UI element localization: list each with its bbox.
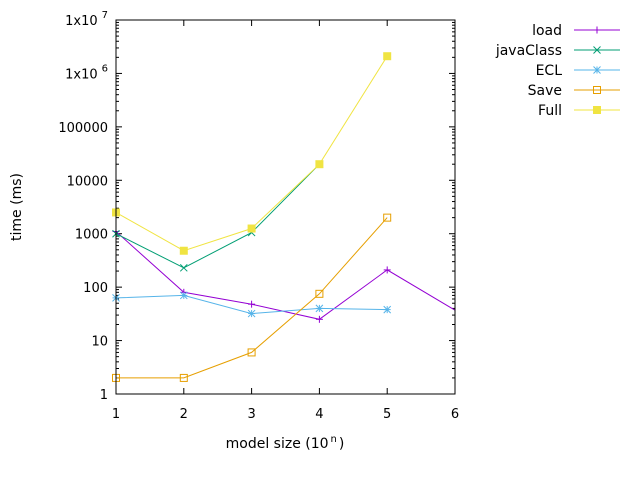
x-tick-label: 6 bbox=[451, 407, 459, 422]
legend-label: javaClass bbox=[495, 43, 562, 59]
series-load bbox=[112, 228, 456, 323]
y-tick-label-base: 1x10 bbox=[65, 14, 98, 29]
data-point bbox=[248, 300, 256, 308]
x-axis-label: model size (10 n) bbox=[226, 434, 345, 452]
legend-entry: javaClass bbox=[495, 43, 620, 59]
legend-marker bbox=[593, 86, 601, 94]
legend-label: load bbox=[532, 23, 562, 39]
legend-marker bbox=[593, 46, 601, 54]
y-tick-label: 1x10 7 bbox=[65, 10, 108, 29]
y-tick-label-superscript: 7 bbox=[102, 10, 108, 21]
y-tick-label-base: 10000 bbox=[67, 174, 108, 189]
data-point bbox=[179, 291, 188, 300]
data-point bbox=[179, 246, 188, 255]
data-point bbox=[315, 304, 324, 313]
data-point bbox=[179, 373, 188, 382]
y-tick-label: 1000 bbox=[75, 228, 108, 243]
series-line bbox=[115, 55, 388, 252]
legend-marker bbox=[593, 106, 601, 114]
x-tick-label: 1 bbox=[112, 407, 120, 422]
legend-entry: Full bbox=[538, 103, 620, 119]
x-tick-label: 5 bbox=[383, 407, 391, 422]
y-tick-label-base: 100000 bbox=[58, 121, 108, 136]
x-axis-label-close: ) bbox=[339, 436, 344, 452]
data-point bbox=[315, 315, 323, 323]
legend-label: Full bbox=[538, 103, 562, 119]
y-tick-label: 10 bbox=[91, 335, 108, 350]
legend-label: Save bbox=[528, 83, 562, 99]
y-tick-label: 100000 bbox=[58, 121, 108, 136]
y-tick-label: 100 bbox=[83, 281, 108, 296]
data-point bbox=[315, 289, 324, 298]
data-point bbox=[383, 52, 392, 61]
x-axis-ticks: 1 2 3 4 5 6 bbox=[112, 20, 459, 422]
data-point bbox=[383, 213, 392, 222]
legend-entry: Save bbox=[528, 83, 620, 99]
x-axis-label-superscript: n bbox=[331, 434, 337, 445]
legend: load javaClass ECL Save Full bbox=[495, 23, 620, 119]
y-tick-label-superscript: 6 bbox=[102, 63, 108, 74]
x-tick-label: 3 bbox=[247, 407, 255, 422]
data-point bbox=[179, 263, 188, 272]
series-layer bbox=[112, 52, 456, 382]
data-point bbox=[383, 305, 392, 314]
y-axis-label: time (ms) bbox=[9, 173, 25, 241]
series-javaClass bbox=[112, 160, 324, 272]
y-tick-label-base: 1 bbox=[100, 388, 108, 403]
data-point bbox=[247, 348, 256, 357]
data-point bbox=[247, 309, 256, 318]
y-tick-label-base: 1000 bbox=[75, 228, 108, 243]
legend-marker bbox=[593, 26, 601, 34]
data-point bbox=[247, 224, 256, 233]
series-line bbox=[115, 163, 320, 269]
plot-frame bbox=[115, 19, 456, 395]
x-axis-label-base: model size (10 bbox=[226, 436, 329, 452]
series-Full bbox=[112, 52, 392, 255]
y-tick-label: 1x10 6 bbox=[65, 63, 108, 82]
series-Save bbox=[112, 213, 392, 382]
data-point bbox=[383, 266, 391, 274]
series-line bbox=[116, 217, 388, 379]
y-tick-label: 1 bbox=[100, 388, 108, 403]
x-tick-label: 4 bbox=[315, 407, 323, 422]
legend-entry: ECL bbox=[536, 63, 620, 79]
y-tick-label: 10000 bbox=[67, 174, 108, 189]
legend-label: ECL bbox=[536, 63, 563, 79]
legend-entry: load bbox=[532, 23, 620, 39]
y-tick-label-base: 100 bbox=[83, 281, 108, 296]
series-line bbox=[115, 231, 456, 320]
y-tick-label-base: 1x10 bbox=[65, 67, 98, 82]
y-tick-label-base: 10 bbox=[91, 335, 108, 350]
data-point bbox=[315, 160, 324, 169]
legend-marker bbox=[593, 66, 601, 74]
y-axis-ticks: 1 10 100 1000 10000 100000 1x10 6 1x10 7 bbox=[58, 10, 455, 403]
x-tick-label: 2 bbox=[180, 407, 188, 422]
